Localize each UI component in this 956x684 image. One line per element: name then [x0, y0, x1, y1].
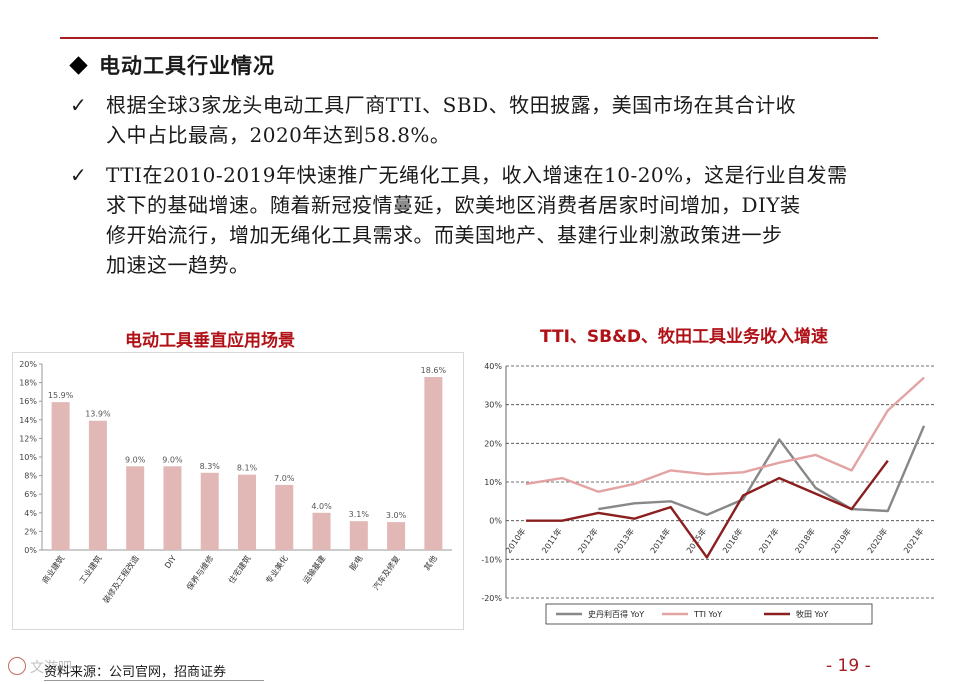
y-tick-label: 20% — [484, 439, 502, 448]
x-tick-label: DIY — [163, 554, 178, 570]
x-tick-label: 2011年 — [539, 526, 563, 555]
y-tick-label: 30% — [484, 401, 502, 410]
x-tick-label: 2010年 — [503, 526, 527, 555]
legend-label: TTI YoY — [693, 610, 722, 619]
legend-label: 牧田 YoY — [796, 609, 828, 619]
y-tick-label: 0% — [24, 546, 37, 555]
footer-rule — [44, 680, 264, 681]
y-tick-label: 20% — [19, 360, 37, 369]
x-tick-label: 2012年 — [576, 526, 600, 555]
bar — [88, 420, 107, 550]
series-line — [598, 425, 926, 517]
bar — [424, 377, 443, 550]
diamond-bullet-icon — [69, 55, 88, 75]
bullet-item-1: ✓ 根据全球3家龙头电动工具厂商TTI、SBD、牧田披露，美国市场在其合计收 入… — [70, 90, 910, 150]
y-tick-label: 8% — [24, 472, 37, 481]
bar-value-label: 8.3% — [200, 462, 221, 471]
bar — [275, 484, 294, 550]
y-tick-label: 0% — [489, 517, 502, 526]
x-tick-label: 商业建筑 — [40, 553, 67, 585]
bar — [51, 402, 70, 550]
bar-value-label: 9.0% — [162, 455, 183, 464]
bar-value-label: 13.9% — [85, 410, 111, 419]
bar-chart-frame — [12, 352, 464, 630]
bar-chart-title: 电动工具垂直应用场景 — [125, 331, 295, 351]
bullet-line: 修开始流行，增加无绳化工具需求。而美国地产、基建行业刺激政策进一步 — [106, 223, 783, 247]
bar — [349, 521, 368, 550]
y-tick-label: 18% — [19, 379, 37, 388]
y-tick-label: 4% — [24, 509, 37, 518]
x-tick-label: 其他 — [422, 553, 439, 572]
y-tick-label: 12% — [19, 434, 37, 443]
x-tick-label: 装修及工程改造 — [101, 553, 141, 605]
line-chart: -20% -10% 0% 10% 20% 30% 40% 2010年 2011年 2012年 201… — [481, 362, 934, 625]
bar-value-label: 8.1% — [237, 464, 258, 473]
bar — [238, 474, 256, 550]
bar-value-label: 18.6% — [421, 366, 447, 375]
bar — [163, 466, 182, 550]
bar-value-label: 9.0% — [125, 455, 146, 464]
watermark-text: 文游吧 — [30, 660, 72, 676]
bullet-line: TTI在2010-2019年快速推广无绳化工具，收入增速在10-20%，这是行业… — [106, 163, 848, 187]
x-tick-label: 运输基建 — [301, 553, 328, 585]
bar — [387, 522, 406, 550]
bar — [312, 512, 331, 550]
x-tick-label: 2014年 — [648, 526, 672, 555]
x-tick-label: 2017年 — [756, 526, 780, 555]
page-number: - 19 - — [826, 656, 871, 676]
bar-value-label: 7.0% — [274, 474, 295, 483]
y-tick-label: 10% — [484, 478, 502, 487]
y-tick-label: -10% — [481, 555, 502, 564]
bullet-line: 加速这一趋势。 — [106, 253, 250, 277]
x-tick-label: 2018年 — [793, 526, 817, 555]
x-tick-label: 2020年 — [865, 526, 889, 555]
y-tick-label: 10% — [19, 453, 37, 462]
header-rule — [60, 37, 878, 39]
bullet-line: 根据全球3家龙头电动工具厂商TTI、SBD、牧田披露，美国市场在其合计收 — [106, 93, 797, 117]
x-tick-label: 2013年 — [612, 526, 636, 555]
bar-chart: 0% 2% 4% 6% 8% 10% 12% 14% 16% 18% 20% 15.9% 商业建筑 13.… — [12, 352, 464, 630]
bar-value-label: 15.9% — [48, 391, 74, 400]
x-tick-label: 保养与维修 — [184, 553, 215, 592]
bar-value-label: 3.0% — [386, 511, 407, 520]
line-chart-title: TTI、SB&D、牧田工具业务收入增速 — [540, 327, 829, 347]
check-icon: ✓ — [70, 163, 87, 187]
x-tick-label: 汽车及修复 — [371, 553, 402, 592]
y-tick-label: 40% — [484, 362, 502, 371]
bullet-line: 求下的基础增速。随着新冠疫情蔓延，欧美地区消费者居家时间增加，DIY装 — [106, 193, 801, 217]
legend-label: 史丹利百得 YoY — [588, 609, 644, 619]
bar — [200, 472, 219, 550]
bullet-line: 入中占比最高，2020年达到58.8%。 — [106, 123, 451, 147]
series-line — [526, 459, 889, 559]
bullet-item-2: ✓ TTI在2010-2019年快速推广无绳化工具，收入增速在10-20%，这是… — [70, 160, 920, 280]
bar-value-label: 3.1% — [349, 510, 370, 519]
y-tick-label: 14% — [19, 416, 37, 425]
bar-value-label: 4.0% — [311, 502, 332, 511]
source-note: 资料来源：公司官网，招商证券 — [44, 665, 227, 680]
bullet-text-1: 根据全球3家龙头电动工具厂商TTI、SBD、牧田披露，美国市场在其合计收 入中占… — [106, 90, 796, 150]
y-tick-label: 2% — [24, 527, 37, 536]
legend-box — [545, 603, 873, 625]
section-heading: 电动工具行业情况 — [66, 50, 275, 80]
series-line — [525, 376, 925, 493]
x-tick-label: 工业建筑 — [77, 553, 104, 585]
heading-text: 电动工具行业情况 — [99, 53, 275, 78]
check-icon: ✓ — [70, 93, 87, 117]
x-tick-label: 住宅建筑 — [226, 553, 253, 585]
x-tick-label: 2021年 — [901, 526, 925, 555]
bar — [126, 466, 145, 550]
x-tick-label: 能电 — [347, 553, 364, 572]
logo-icon — [8, 657, 26, 675]
x-tick-label: 专业美化 — [263, 553, 290, 585]
y-tick-label: 6% — [24, 490, 37, 499]
y-tick-label: -20% — [481, 594, 502, 603]
bullet-text-2: TTI在2010-2019年快速推广无绳化工具，收入增速在10-20%，这是行业… — [106, 160, 848, 280]
y-tick-label: 16% — [19, 397, 37, 406]
x-tick-label: 2019年 — [829, 526, 853, 555]
